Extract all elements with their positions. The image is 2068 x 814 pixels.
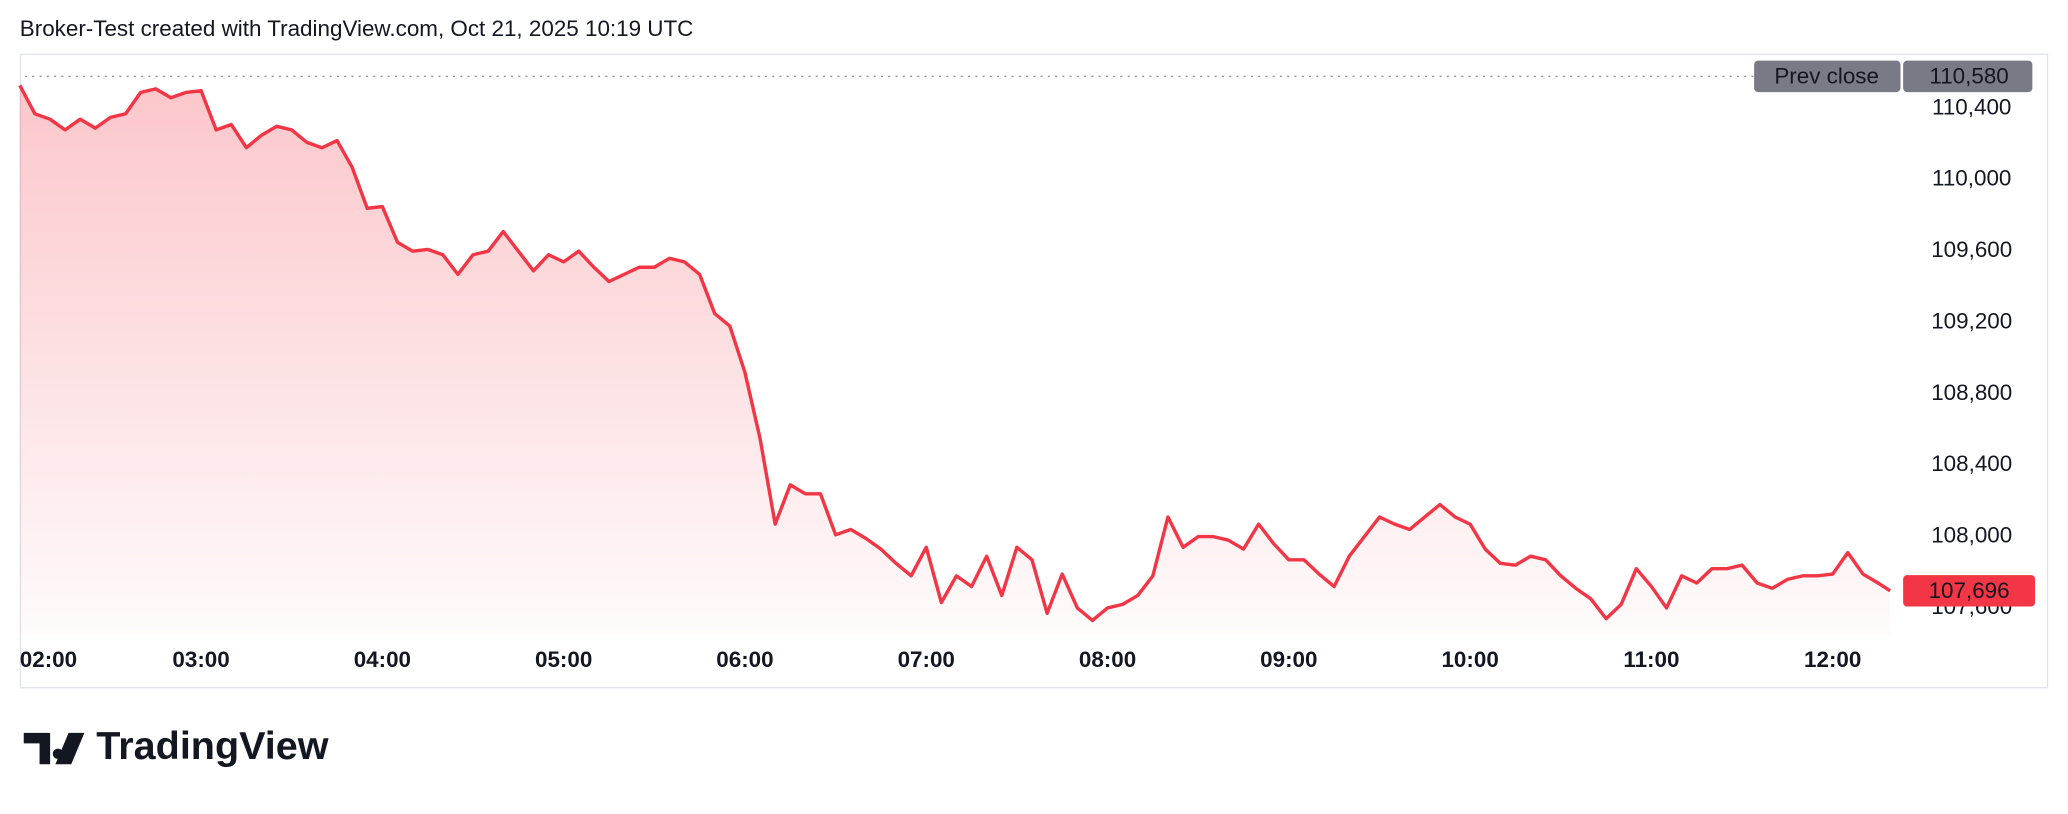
x-tick-label: 11:00: [1623, 647, 1679, 672]
y-tick-label: 109,200: [1931, 309, 2012, 334]
x-tick-label: 10:00: [1441, 647, 1498, 672]
x-tick-label: 09:00: [1260, 647, 1317, 672]
prev-close-value: 110,580: [1929, 64, 2008, 89]
area-fill: [19, 85, 1891, 635]
y-tick-label: 108,000: [1931, 523, 2012, 548]
last-price-label: 107,696: [1929, 578, 2010, 603]
x-tick-label: 07:00: [898, 647, 955, 672]
x-tick-label: 12:00: [1804, 647, 1861, 672]
logo-icon: [23, 732, 85, 765]
y-tick-label: 109,600: [1931, 237, 2012, 262]
y-tick-label: 108,400: [1931, 451, 2012, 476]
prev-close-name: Prev close: [1774, 64, 1879, 89]
prev-close-badge: [1754, 60, 1901, 93]
x-tick-label: 04:00: [354, 647, 411, 672]
logo: TradingView: [23, 724, 329, 768]
y-tick-label: 108,800: [1931, 380, 2012, 405]
prev-close-value-badge: [1903, 60, 2033, 93]
x-tick-label: 05:00: [535, 647, 592, 672]
y-tick-label: 110,400: [1932, 94, 2011, 119]
last-price-badge: [1903, 575, 2036, 607]
price-line: [18, 84, 1892, 623]
y-tick-label: 110,000: [1932, 166, 2011, 191]
x-tick-label: 02:00: [20, 647, 77, 672]
x-tick-label: 06:00: [716, 647, 773, 672]
header-text: Broker-Test created with TradingView.com…: [20, 16, 694, 41]
logo-text: TradingView: [96, 724, 329, 768]
x-tick-label: 08:00: [1079, 647, 1136, 672]
x-tick-label: 03:00: [172, 647, 229, 672]
plot-area: 107,600108,000108,400108,800109,200109,6…: [18, 60, 2036, 672]
